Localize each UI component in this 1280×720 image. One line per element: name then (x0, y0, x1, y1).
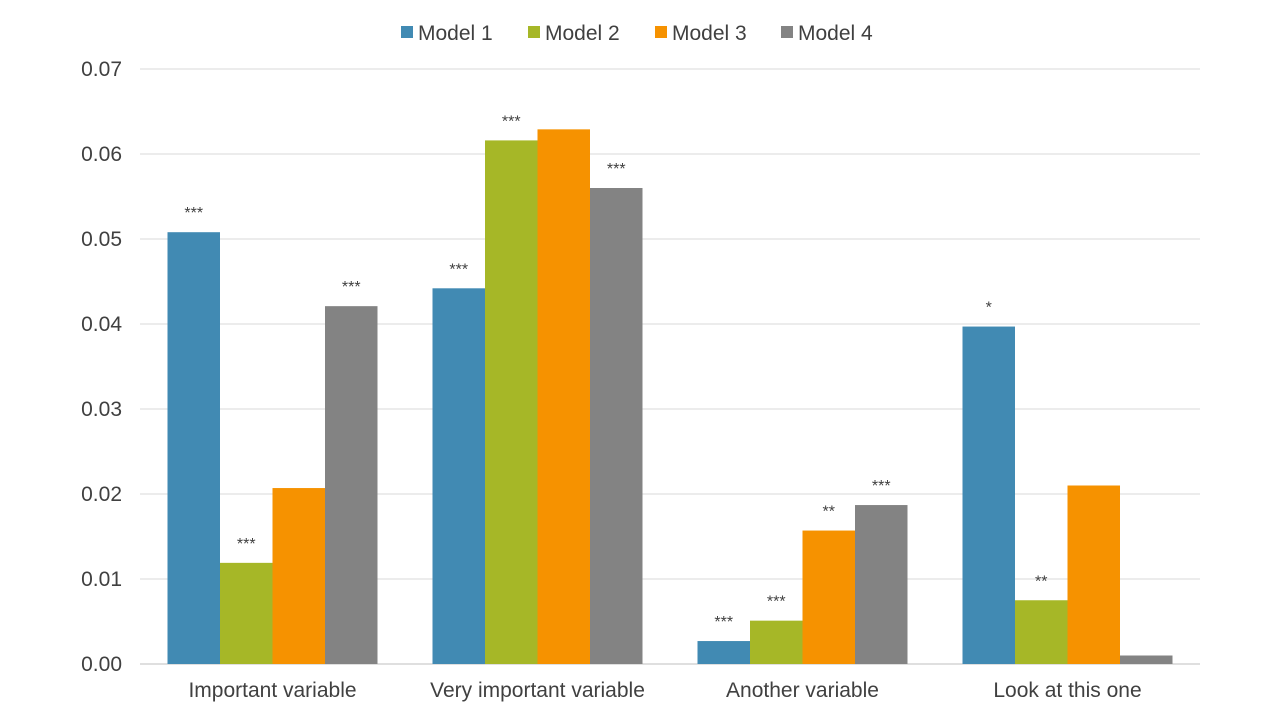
legend-label: Model 2 (545, 22, 620, 45)
y-tick-label: 0.02 (81, 483, 122, 506)
x-category-label: Very important variable (430, 679, 645, 702)
bar-model-4 (590, 188, 643, 664)
x-category-label: Look at this one (993, 679, 1141, 702)
significance-label: ** (1035, 573, 1047, 590)
legend-label: Model 3 (672, 22, 747, 45)
significance-label: ** (823, 504, 835, 521)
significance-label: *** (342, 279, 361, 296)
x-axis-categories: Important variable Very important variabl… (188, 679, 1141, 702)
legend-label: Model 1 (418, 22, 493, 45)
y-tick-label: 0.03 (81, 398, 122, 421)
significance-label: *** (714, 614, 733, 631)
significance-label: *** (767, 594, 786, 611)
bar-model-4 (855, 505, 908, 664)
bar-model-4 (1120, 655, 1173, 664)
significance-labels: ******************************** (184, 113, 1047, 631)
y-axis-ticks: 0.00 0.01 0.02 0.03 0.04 0.05 0.06 0.07 (81, 58, 122, 676)
significance-label: * (986, 300, 992, 317)
y-tick-label: 0.05 (81, 228, 122, 251)
significance-label: *** (607, 161, 626, 178)
bar-model-2 (485, 140, 538, 664)
bar-model-3 (537, 129, 590, 665)
bar-model-2 (220, 562, 273, 664)
bar-model-1 (432, 288, 485, 664)
significance-label: *** (184, 205, 203, 222)
bar-model-3 (802, 530, 855, 664)
legend-label: Model 4 (798, 22, 873, 45)
x-category-label: Important variable (188, 679, 356, 702)
legend-swatch (781, 26, 793, 38)
bar-model-1 (962, 326, 1015, 664)
y-tick-label: 0.01 (81, 568, 122, 591)
legend-swatch (401, 26, 413, 38)
significance-label: *** (449, 261, 468, 278)
bar-model-2 (750, 620, 803, 664)
bar-model-3 (272, 488, 325, 664)
bars (167, 129, 1173, 665)
legend-swatch (528, 26, 540, 38)
significance-label: *** (502, 113, 521, 130)
y-tick-label: 0.06 (81, 143, 122, 166)
legend-swatch (655, 26, 667, 38)
x-category-label: Another variable (726, 679, 879, 702)
legend: Model 1 Model 2 Model 3 Model 4 (401, 22, 873, 45)
significance-label: *** (872, 478, 891, 495)
bar-model-4 (325, 306, 378, 664)
bar-model-1 (697, 641, 750, 664)
y-tick-label: 0.04 (81, 313, 122, 336)
y-tick-label: 0.07 (81, 58, 122, 81)
bar-model-1 (167, 232, 220, 664)
significance-label: *** (237, 536, 256, 553)
bar-model-2 (1015, 600, 1068, 664)
bar-model-3 (1067, 485, 1120, 664)
y-tick-label: 0.00 (81, 653, 122, 676)
